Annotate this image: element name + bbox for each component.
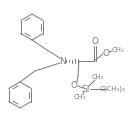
Text: CH₃: CH₃	[112, 47, 124, 53]
Text: C(CH₃)₃: C(CH₃)₃	[99, 86, 125, 92]
Text: CH₃: CH₃	[74, 94, 86, 100]
Text: O: O	[92, 38, 99, 47]
Text: CH₃: CH₃	[92, 74, 104, 80]
Text: N: N	[59, 57, 65, 65]
Text: O: O	[71, 80, 78, 90]
Text: O: O	[102, 49, 109, 57]
Text: Si: Si	[82, 84, 90, 93]
